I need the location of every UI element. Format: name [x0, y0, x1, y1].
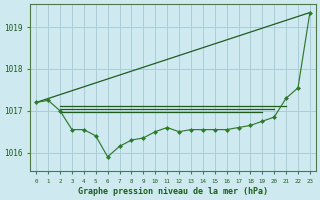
X-axis label: Graphe pression niveau de la mer (hPa): Graphe pression niveau de la mer (hPa) — [78, 187, 268, 196]
